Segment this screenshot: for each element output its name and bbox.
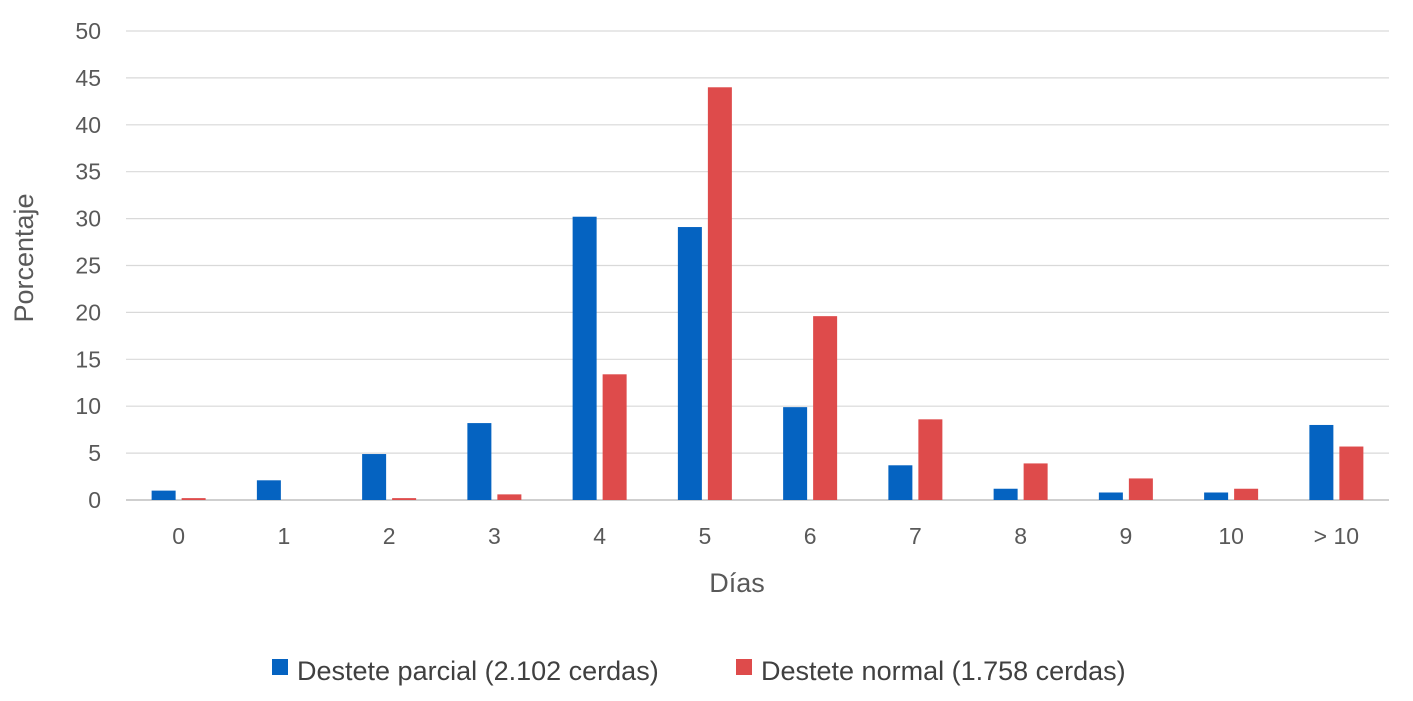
- y-tick-label: 5: [88, 440, 101, 466]
- y-tick-label: 40: [75, 112, 101, 138]
- x-tick-label: 4: [593, 523, 606, 549]
- bar-destete-normal-10: [1339, 446, 1364, 500]
- bar-destete-parcial-2: [362, 454, 387, 500]
- bar-destete-parcial-10: [1309, 424, 1334, 500]
- x-tick-label: 2: [383, 523, 396, 549]
- bar-destete-normal-9: [1128, 478, 1153, 500]
- y-tick-label: 50: [75, 18, 101, 44]
- x-tick-label: 3: [488, 523, 501, 549]
- x-tick-labels: 0 1 2 3 4 5 6 7 8 9 10 > 10: [172, 523, 1359, 549]
- bar-destete-parcial-8: [993, 488, 1018, 500]
- bar-destete-parcial-0: [151, 490, 176, 500]
- y-tick-label: 35: [75, 159, 101, 185]
- y-tick-label: 45: [75, 65, 101, 91]
- y-tick-labels: 0 5 10 15 20 25 30 35 40 45 50: [75, 18, 101, 513]
- bar-destete-normal-3: [497, 494, 522, 500]
- bar-destete-normal-8: [1023, 463, 1048, 500]
- gridlines: [126, 30, 1389, 501]
- bar-destete-parcial-10: [1204, 492, 1229, 500]
- x-tick-label: 1: [277, 523, 290, 549]
- y-tick-label: 20: [75, 299, 101, 325]
- legend-swatch-partial: [272, 659, 288, 675]
- legend-swatch-normal: [736, 659, 752, 675]
- bar-destete-parcial-5: [677, 227, 702, 501]
- x-tick-label: > 10: [1314, 523, 1359, 549]
- x-tick-label: 7: [909, 523, 922, 549]
- x-tick-label: 0: [172, 523, 185, 549]
- x-tick-label: 5: [698, 523, 711, 549]
- x-tick-label: 9: [1119, 523, 1132, 549]
- x-tick-label: 8: [1014, 523, 1027, 549]
- legend: Destete parcial (2.102 cerdas) Destete n…: [272, 656, 1126, 686]
- y-axis-title: Porcentaje: [9, 193, 39, 322]
- bar-destete-normal-7: [918, 419, 943, 500]
- bar-destete-parcial-1: [256, 480, 281, 500]
- legend-label-normal: Destete normal (1.758 cerdas): [761, 656, 1126, 686]
- bar-destete-normal-0: [181, 498, 206, 500]
- bar-destete-parcial-9: [1098, 492, 1123, 500]
- y-tick-label: 30: [75, 206, 101, 232]
- bar-destete-parcial-4: [572, 216, 597, 500]
- bar-destete-normal-6: [813, 316, 838, 500]
- x-axis-title: Días: [709, 568, 765, 598]
- x-tick-label: 6: [804, 523, 817, 549]
- bar-destete-normal-10: [1234, 488, 1259, 500]
- bar-destete-normal-2: [392, 498, 417, 500]
- y-tick-label: 25: [75, 253, 101, 279]
- bar-destete-parcial-7: [888, 465, 913, 500]
- bar-destete-normal-4: [602, 374, 627, 500]
- y-tick-label: 10: [75, 393, 101, 419]
- legend-label-partial: Destete parcial (2.102 cerdas): [297, 656, 659, 686]
- bars: [151, 87, 1364, 501]
- x-tick-label: 10: [1218, 523, 1244, 549]
- bar-destete-normal-5: [707, 87, 732, 500]
- bar-destete-parcial-3: [467, 423, 492, 500]
- y-tick-label: 15: [75, 346, 101, 372]
- y-tick-label: 0: [88, 487, 101, 513]
- bar-destete-parcial-6: [783, 407, 808, 500]
